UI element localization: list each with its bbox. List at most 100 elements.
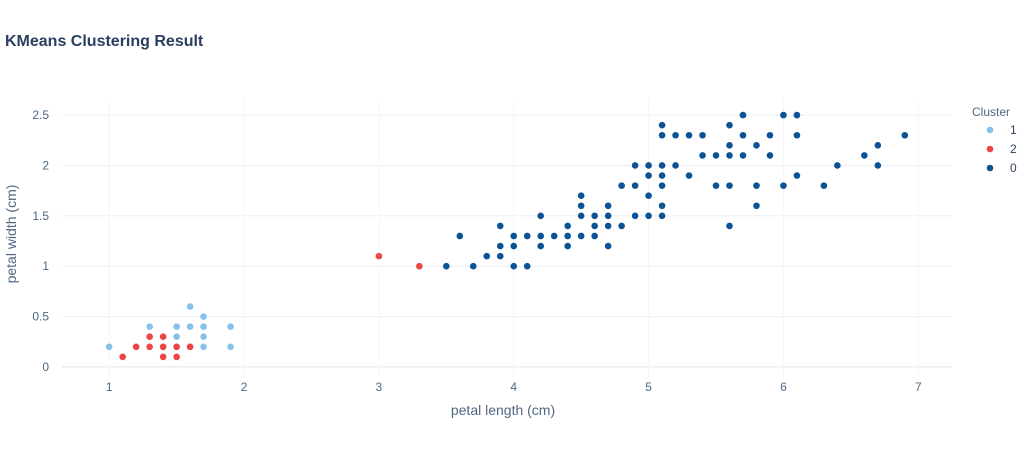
- data-point[interactable]: [496, 242, 504, 250]
- data-point[interactable]: [766, 131, 774, 139]
- data-point[interactable]: [132, 343, 140, 351]
- data-point[interactable]: [577, 202, 585, 210]
- data-point[interactable]: [699, 152, 706, 159]
- data-point[interactable]: [685, 131, 693, 139]
- data-point[interactable]: [591, 222, 598, 230]
- data-point[interactable]: [726, 182, 733, 189]
- data-point[interactable]: [604, 212, 612, 220]
- data-point[interactable]: [712, 152, 720, 159]
- data-point[interactable]: [834, 162, 841, 169]
- data-point[interactable]: [604, 222, 612, 230]
- data-point[interactable]: [793, 111, 801, 119]
- data-point[interactable]: [658, 182, 666, 189]
- data-point[interactable]: [510, 232, 518, 240]
- data-point[interactable]: [159, 333, 167, 341]
- data-point[interactable]: [861, 152, 868, 159]
- data-point[interactable]: [712, 182, 720, 189]
- data-point[interactable]: [645, 162, 652, 169]
- data-point[interactable]: [739, 152, 747, 159]
- data-point[interactable]: [793, 172, 801, 179]
- data-point[interactable]: [874, 142, 882, 149]
- data-point[interactable]: [658, 162, 666, 169]
- data-point[interactable]: [173, 343, 180, 351]
- data-point[interactable]: [577, 212, 585, 220]
- data-point[interactable]: [375, 252, 383, 260]
- data-point[interactable]: [658, 212, 666, 220]
- data-point[interactable]: [510, 262, 518, 270]
- data-point[interactable]: [564, 222, 571, 230]
- data-point[interactable]: [577, 232, 585, 240]
- data-point[interactable]: [672, 131, 679, 139]
- data-point[interactable]: [105, 343, 113, 351]
- data-point[interactable]: [577, 192, 585, 199]
- legend-item-1[interactable]: 1: [986, 123, 1017, 137]
- data-point[interactable]: [537, 242, 545, 250]
- data-point[interactable]: [416, 262, 423, 270]
- data-point[interactable]: [200, 343, 207, 351]
- data-point[interactable]: [658, 131, 666, 139]
- data-point[interactable]: [146, 343, 153, 351]
- data-point[interactable]: [753, 202, 760, 210]
- data-point[interactable]: [780, 111, 787, 119]
- data-point[interactable]: [200, 333, 207, 341]
- data-point[interactable]: [537, 212, 545, 220]
- data-point[interactable]: [523, 232, 531, 240]
- data-point[interactable]: [726, 121, 733, 129]
- data-point[interactable]: [469, 262, 477, 270]
- data-point[interactable]: [496, 222, 504, 230]
- data-point[interactable]: [618, 182, 625, 189]
- data-point[interactable]: [726, 222, 733, 230]
- data-point[interactable]: [901, 131, 909, 139]
- data-point[interactable]: [658, 172, 666, 179]
- data-point[interactable]: [753, 182, 760, 189]
- data-point[interactable]: [483, 252, 491, 260]
- data-point[interactable]: [766, 152, 774, 159]
- data-point[interactable]: [631, 162, 639, 169]
- data-point[interactable]: [173, 323, 180, 330]
- data-point[interactable]: [159, 353, 167, 361]
- data-point[interactable]: [200, 313, 207, 320]
- data-point[interactable]: [631, 212, 639, 220]
- data-point[interactable]: [739, 111, 747, 119]
- data-point[interactable]: [685, 172, 693, 179]
- data-point[interactable]: [631, 182, 639, 189]
- data-point[interactable]: [591, 232, 598, 240]
- data-point[interactable]: [645, 212, 652, 220]
- data-point[interactable]: [146, 333, 153, 341]
- data-point[interactable]: [604, 242, 612, 250]
- data-point[interactable]: [658, 121, 666, 129]
- data-point[interactable]: [173, 353, 180, 361]
- data-point[interactable]: [604, 202, 612, 210]
- data-point[interactable]: [591, 212, 598, 220]
- data-point[interactable]: [672, 162, 679, 169]
- legend-item-0[interactable]: 0: [986, 161, 1017, 175]
- data-point[interactable]: [550, 232, 558, 240]
- data-point[interactable]: [227, 323, 234, 330]
- data-point[interactable]: [146, 323, 153, 330]
- data-point[interactable]: [726, 152, 733, 159]
- data-point[interactable]: [227, 343, 234, 351]
- data-point[interactable]: [645, 172, 652, 179]
- data-point[interactable]: [159, 343, 167, 351]
- data-point[interactable]: [699, 131, 706, 139]
- data-point[interactable]: [443, 262, 450, 270]
- data-point[interactable]: [658, 202, 666, 210]
- data-point[interactable]: [119, 353, 126, 361]
- data-point[interactable]: [564, 242, 571, 250]
- data-point[interactable]: [753, 142, 760, 149]
- data-point[interactable]: [200, 323, 207, 330]
- data-point[interactable]: [173, 333, 180, 341]
- data-point[interactable]: [874, 162, 882, 169]
- data-point[interactable]: [510, 242, 518, 250]
- data-point[interactable]: [456, 232, 464, 240]
- data-point[interactable]: [739, 131, 747, 139]
- data-point[interactable]: [186, 323, 194, 330]
- data-point[interactable]: [186, 303, 194, 310]
- data-point[interactable]: [618, 222, 625, 230]
- data-point[interactable]: [496, 252, 504, 260]
- data-point[interactable]: [780, 182, 787, 189]
- data-point[interactable]: [726, 142, 733, 149]
- data-point[interactable]: [186, 343, 194, 351]
- data-point[interactable]: [793, 131, 801, 139]
